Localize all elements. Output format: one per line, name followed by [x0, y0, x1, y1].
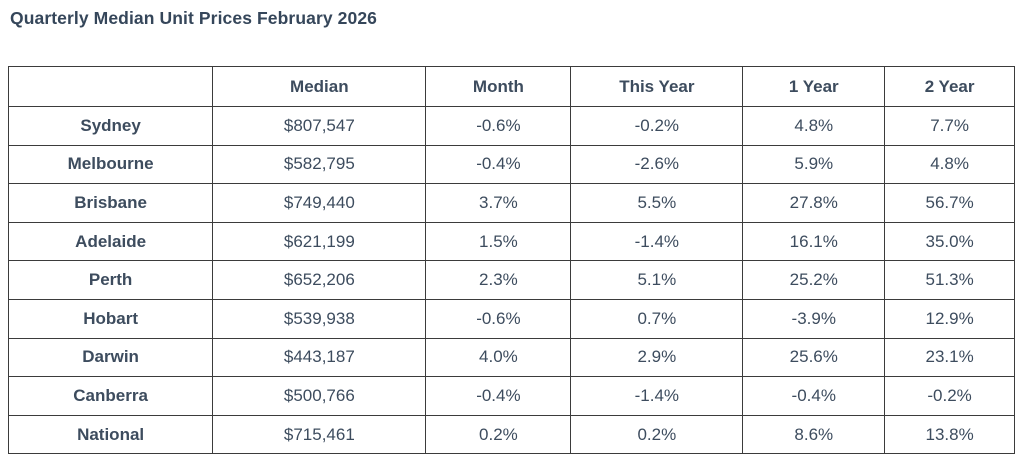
- month-cell: -0.6%: [425, 106, 572, 146]
- header-cell-1-year: 1 Year: [742, 66, 886, 107]
- row-label: National: [7, 414, 214, 455]
- this-year-cell: -2.6%: [570, 144, 744, 185]
- median-cell: $539,938: [212, 298, 427, 339]
- this-year-cell: -1.4%: [570, 376, 744, 416]
- row-label: Perth: [7, 260, 214, 300]
- two-year-cell: 23.1%: [884, 337, 1015, 378]
- row-label: Hobart: [7, 298, 214, 339]
- header-cell-blank: [7, 66, 214, 107]
- month-cell: 2.3%: [425, 260, 572, 300]
- two-year-cell: 4.8%: [884, 144, 1015, 185]
- one-year-cell: 4.8%: [742, 106, 886, 146]
- month-cell: -0.4%: [425, 376, 572, 416]
- one-year-cell: -3.9%: [742, 298, 886, 339]
- table-row-adelaide: Adelaide $621,199 1.5% -1.4% 16.1% 35.0%: [7, 221, 1015, 262]
- one-year-cell: 5.9%: [742, 144, 886, 185]
- one-year-cell: 27.8%: [742, 183, 886, 223]
- header-row: Median Month This Year 1 Year 2 Year: [7, 66, 1015, 107]
- median-cell: $652,206: [212, 260, 427, 300]
- month-cell: 1.5%: [425, 221, 572, 262]
- row-label: Canberra: [7, 376, 214, 416]
- this-year-cell: -0.2%: [570, 106, 744, 146]
- header-cell-month: Month: [425, 66, 572, 107]
- two-year-cell: 35.0%: [884, 221, 1015, 262]
- two-year-cell: 12.9%: [884, 298, 1015, 339]
- median-cell: $807,547: [212, 106, 427, 146]
- table-row-brisbane: Brisbane $749,440 3.7% 5.5% 27.8% 56.7%: [7, 183, 1015, 223]
- two-year-cell: 7.7%: [884, 106, 1015, 146]
- table-header: Median Month This Year 1 Year 2 Year: [7, 66, 1015, 107]
- this-year-cell: 5.5%: [570, 183, 744, 223]
- one-year-cell: 25.2%: [742, 260, 886, 300]
- this-year-cell: 5.1%: [570, 260, 744, 300]
- this-year-cell: 0.7%: [570, 298, 744, 339]
- row-label: Melbourne: [7, 144, 214, 185]
- table-row-melbourne: Melbourne $582,795 -0.4% -2.6% 5.9% 4.8%: [7, 144, 1015, 185]
- one-year-cell: 25.6%: [742, 337, 886, 378]
- median-cell: $715,461: [212, 414, 427, 455]
- one-year-cell: 8.6%: [742, 414, 886, 455]
- this-year-cell: -1.4%: [570, 221, 744, 262]
- header-cell-median: Median: [212, 66, 427, 107]
- table-row-sydney: Sydney $807,547 -0.6% -0.2% 4.8% 7.7%: [7, 106, 1015, 146]
- row-label: Sydney: [7, 106, 214, 146]
- this-year-cell: 2.9%: [570, 337, 744, 378]
- month-cell: -0.4%: [425, 144, 572, 185]
- table-row-canberra: Canberra $500,766 -0.4% -1.4% -0.4% -0.2…: [7, 376, 1015, 416]
- table-body: Sydney $807,547 -0.6% -0.2% 4.8% 7.7% Me…: [7, 106, 1015, 455]
- one-year-cell: 16.1%: [742, 221, 886, 262]
- median-cell: $749,440: [212, 183, 427, 223]
- page-title: Quarterly Median Unit Prices February 20…: [10, 8, 377, 28]
- table-row-perth: Perth $652,206 2.3% 5.1% 25.2% 51.3%: [7, 260, 1015, 300]
- two-year-cell: 13.8%: [884, 414, 1015, 455]
- row-label: Brisbane: [7, 183, 214, 223]
- median-cell: $443,187: [212, 337, 427, 378]
- month-cell: 4.0%: [425, 337, 572, 378]
- header-cell-2-year: 2 Year: [884, 66, 1015, 107]
- table-row-hobart: Hobart $539,938 -0.6% 0.7% -3.9% 12.9%: [7, 298, 1015, 339]
- two-year-cell: 51.3%: [884, 260, 1015, 300]
- header-cell-this-year: This Year: [570, 66, 744, 107]
- month-cell: 3.7%: [425, 183, 572, 223]
- median-cell: $582,795: [212, 144, 427, 185]
- month-cell: 0.2%: [425, 414, 572, 455]
- two-year-cell: 56.7%: [884, 183, 1015, 223]
- table-row-darwin: Darwin $443,187 4.0% 2.9% 25.6% 23.1%: [7, 337, 1015, 378]
- row-label: Darwin: [7, 337, 214, 378]
- two-year-cell: -0.2%: [884, 376, 1015, 416]
- this-year-cell: 0.2%: [570, 414, 744, 455]
- median-cell: $621,199: [212, 221, 427, 262]
- one-year-cell: -0.4%: [742, 376, 886, 416]
- median-unit-prices-table: Median Month This Year 1 Year 2 Year Syd…: [7, 66, 1015, 455]
- row-label: Adelaide: [7, 221, 214, 262]
- table-row-national: National $715,461 0.2% 0.2% 8.6% 13.8%: [7, 414, 1015, 455]
- median-cell: $500,766: [212, 376, 427, 416]
- month-cell: -0.6%: [425, 298, 572, 339]
